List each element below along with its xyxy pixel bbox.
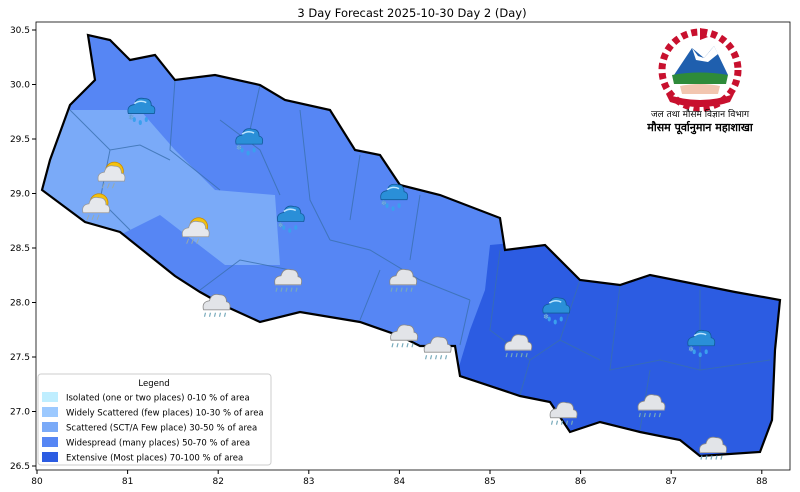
map-title: 3 Day Forecast 2025-10-30 Day 2 (Day) (297, 6, 526, 20)
x-tick-label: 82 (212, 477, 223, 487)
x-tick-label: 87 (665, 477, 676, 487)
svg-text:❄: ❄ (128, 114, 134, 122)
sun-cloud-rain-icon (82, 193, 110, 220)
legend-item-label: Widely Scattered (few places) 10-30 % of… (66, 409, 264, 419)
grey-rain-cloud-icon (390, 324, 418, 348)
y-tick-label: 27.0 (10, 408, 30, 418)
rain-snow-cloud-icon: ❄ (127, 97, 156, 125)
y-tick-label: 29.5 (10, 135, 30, 145)
legend-item-label: Extensive (Most places) 70-100 % of area (66, 454, 243, 464)
dhm-logo: जल तथा मौसम विज्ञान विभाग मौसम पूर्वानुम… (646, 28, 754, 135)
logo-division-text: मौसम पूर्वानुमान महाशाखा (646, 120, 754, 135)
legend-item-label: Isolated (one or two places) 0-10 % of a… (66, 394, 250, 404)
x-tick-label: 83 (303, 477, 314, 487)
y-tick-label: 28.0 (10, 299, 30, 309)
legend-swatch (42, 452, 58, 462)
y-tick-label: 29.0 (10, 190, 30, 200)
y-tick-label: 30.5 (10, 26, 30, 36)
legend-swatch (42, 407, 58, 417)
country-border (40, 33, 782, 458)
legend-item-label: Widespread (many places) 50-70 % of area (66, 439, 250, 449)
y-tick-label: 26.5 (10, 462, 30, 472)
x-tick-label: 84 (394, 477, 406, 487)
x-tick-label: 81 (122, 477, 133, 487)
x-tick-label: 80 (31, 477, 43, 487)
x-tick-label: 86 (575, 477, 587, 487)
y-tick-label: 28.5 (10, 244, 30, 254)
rain-snow-cloud-icon: ❄ (235, 128, 264, 156)
x-axis: 80 81 82 83 84 85 86 87 88 (31, 470, 768, 487)
x-tick-label: 88 (756, 477, 768, 487)
x-tick-label: 85 (484, 477, 495, 487)
rain-snow-cloud-icon: ❄ (276, 205, 305, 233)
grey-rain-cloud-icon (504, 334, 533, 358)
rain-snow-cloud-icon: ❄ (380, 183, 409, 212)
logo-department-text: जल तथा मौसम विज्ञान विभाग (651, 108, 750, 120)
svg-text:❄: ❄ (688, 346, 694, 354)
y-tick-label: 27.5 (10, 353, 30, 363)
sun-cloud-rain-icon (181, 217, 210, 244)
legend-title: Legend (138, 379, 169, 389)
svg-text:❄: ❄ (236, 144, 242, 152)
rain-snow-cloud-icon: ❄ (542, 297, 571, 325)
legend-swatch (42, 422, 58, 432)
grey-rain-cloud-icon (389, 268, 418, 292)
svg-text:❄: ❄ (543, 313, 549, 321)
grey-rain-cloud-icon (637, 394, 666, 418)
grey-rain-cloud-icon (423, 336, 452, 360)
legend-swatch (42, 437, 58, 447)
legend-swatch (42, 392, 58, 402)
legend-box (37, 373, 272, 466)
grey-rain-cloud-icon (549, 401, 578, 425)
grey-rain-cloud-icon (202, 293, 231, 317)
svg-text:❄: ❄ (381, 200, 387, 208)
grey-rain-cloud-icon (699, 436, 727, 460)
grey-rain-cloud-icon (274, 268, 303, 292)
rhododendron-wreath (658, 28, 742, 112)
svg-text:❄: ❄ (278, 221, 284, 229)
sun-cloud-rain-icon (97, 161, 126, 189)
y-tick-label: 30.0 (10, 81, 30, 91)
y-axis: 26.5 27.0 27.5 28.0 28.5 29.0 29.5 30.0 30.5 (10, 26, 36, 472)
rain-snow-cloud-icon: ❄ (687, 329, 716, 358)
legend: Legend Isolated (one or two places) 0-10… (37, 373, 272, 466)
legend-item-label: Scattered (SCT/A Few place) 30-50 % of a… (66, 424, 257, 434)
weather-icons: ❄ ❄ ❄ ❄ ❄ ❄ (82, 97, 727, 460)
